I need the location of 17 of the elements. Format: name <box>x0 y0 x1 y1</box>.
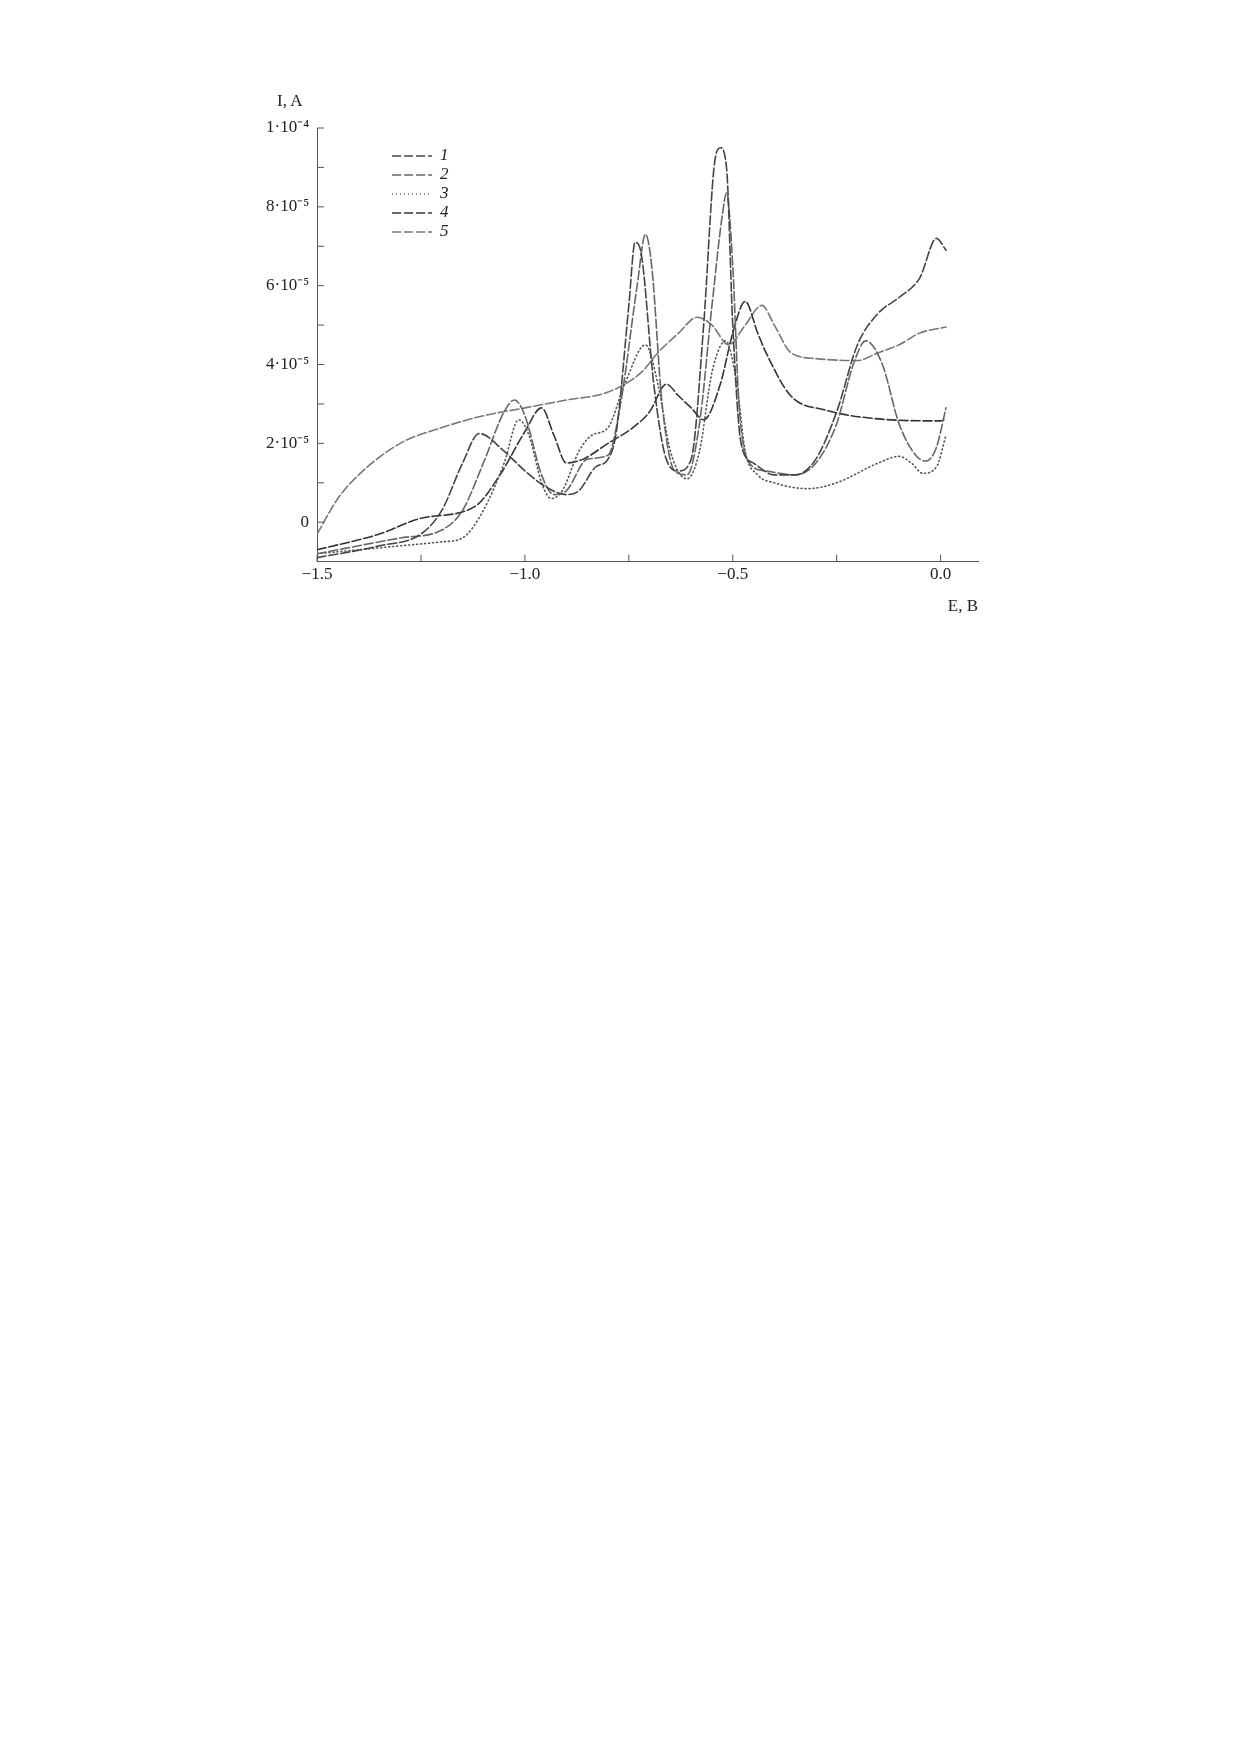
legend-label: 4 <box>440 202 450 222</box>
x-tick-label: −1.0 <box>509 564 541 584</box>
y-tick-label: 0 <box>300 511 310 531</box>
legend-label: 5 <box>440 221 449 241</box>
x-tick-label: −1.5 <box>301 564 333 584</box>
legend-label: 3 <box>439 183 449 203</box>
y-tick-label: 2·10⁻⁵ <box>265 432 310 452</box>
legend-label: 1 <box>440 145 449 165</box>
y-tick-label: 4·10⁻⁵ <box>265 353 310 373</box>
x-tick-label: 0.0 <box>929 564 952 584</box>
x-axis-title: E, B <box>947 595 978 615</box>
y-tick-label: 6·10⁻⁵ <box>265 275 310 295</box>
y-tick-label: 1·10⁻⁴ <box>265 117 310 137</box>
x-tick-label: −0.5 <box>717 564 749 584</box>
legend-label: 2 <box>440 164 450 184</box>
y-axis-title: I, A <box>277 90 304 110</box>
y-tick-label: 8·10⁻⁵ <box>265 196 310 216</box>
